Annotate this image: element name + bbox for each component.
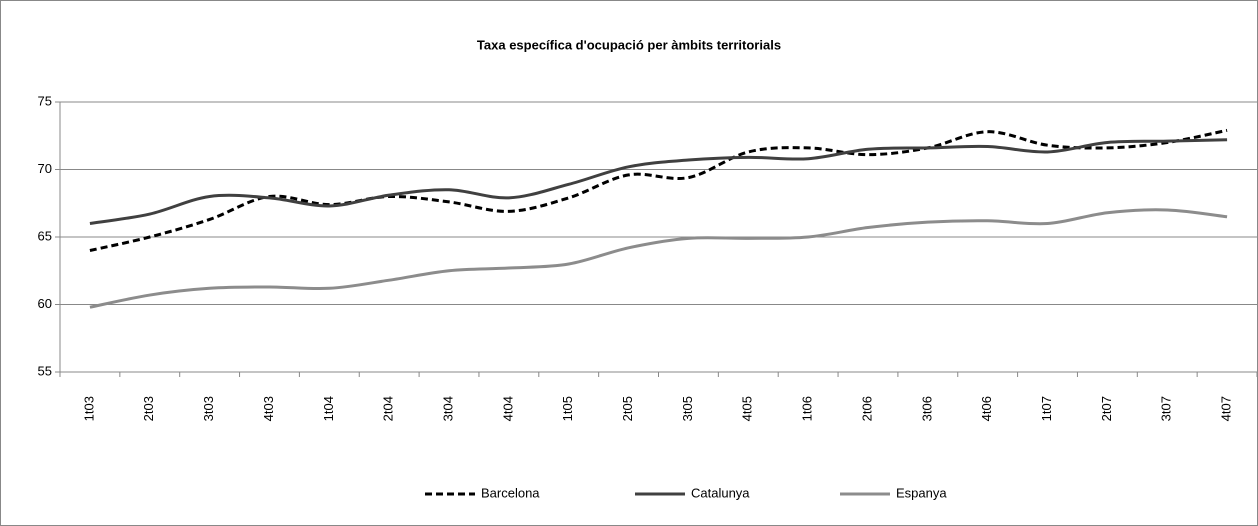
x-tick-label: 3t03 [201,396,216,421]
y-tick-label: 55 [38,363,52,378]
y-tick-label: 75 [38,93,52,108]
y-tick-label: 65 [38,228,52,243]
x-tick-label: 3t05 [680,396,695,421]
legend-label: Barcelona [481,485,540,500]
x-tick-label: 1t04 [321,396,336,421]
series-line [89,138,1228,225]
x-tick-label: 1t07 [1039,396,1054,421]
x-tick-label: 1t06 [800,396,815,421]
x-tick-label: 1t05 [560,396,575,421]
legend-label: Catalunya [691,485,750,500]
x-tick-label: 4t05 [740,396,755,421]
x-tick-label: 2t06 [859,396,874,421]
x-tick-label: 3t04 [440,396,455,421]
x-tick-label: 4t04 [500,396,515,421]
x-tick-label: 2t07 [1099,396,1114,421]
x-tick-label: 4t06 [979,396,994,421]
x-tick-label: 2t05 [620,396,635,421]
x-tick-label: 1t03 [81,396,96,421]
x-tick-label: 4t07 [1219,396,1234,421]
series-line [89,128,1228,252]
x-tick-label: 2t03 [141,396,156,421]
chart-title: Taxa específica d'ocupació per àmbits te… [477,37,781,52]
legend-label: Espanya [896,485,947,500]
series-line [89,208,1228,309]
x-tick-label: 4t03 [261,396,276,421]
x-tick-label: 2t04 [381,396,396,421]
x-tick-label: 3t07 [1159,396,1174,421]
y-tick-label: 70 [38,161,52,176]
x-tick-label: 3t06 [919,396,934,421]
y-tick-label: 60 [38,296,52,311]
